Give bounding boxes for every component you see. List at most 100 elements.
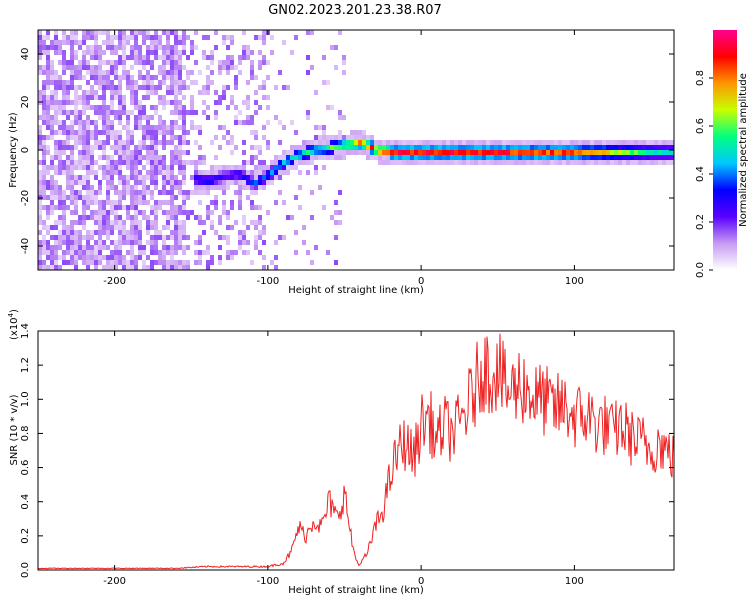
heatmap-cell [510,140,514,145]
heatmap-cell [202,85,206,90]
heatmap-cell [138,55,142,60]
heatmap-cell [114,265,118,270]
heatmap-cell [166,235,170,240]
heatmap-cell [554,155,558,160]
heatmap-cell [622,155,626,160]
heatmap-cell [94,120,98,125]
heatmap-cell [118,255,122,260]
heatmap-cell [454,150,458,155]
heatmap-cell [166,55,170,60]
heatmap-cell [70,175,74,180]
heatmap-cell [46,45,50,50]
heatmap-cell [78,60,82,65]
heatmap-cell [490,160,494,165]
heatmap-cell [266,140,270,145]
heatmap-cell [70,170,74,175]
heatmap-cell [122,150,126,155]
heatmap-cell [78,75,82,80]
heatmap-cell [130,185,134,190]
heatmap-cell [78,95,82,100]
heatmap-cell [94,220,98,225]
heatmap-cell [86,205,90,210]
heatmap-cell [54,140,58,145]
heatmap-cell [118,120,122,125]
heatmap-cell [134,50,138,55]
heatmap-cell [262,135,266,140]
heatmap-cell [130,175,134,180]
heatmap-cell [362,130,366,135]
heatmap-cell [154,175,158,180]
heatmap-cell [486,160,490,165]
heatmap-cell [58,45,62,50]
heatmap-cell [214,180,218,185]
heatmap-cell [138,120,142,125]
heatmap-cell [82,195,86,200]
heatmap-cell [42,170,46,175]
heatmap-cell [150,75,154,80]
snr-y-tick-label: 1.2 [20,357,31,373]
heatmap-cell [118,135,122,140]
heatmap-cell [374,145,378,150]
heatmap-cell [442,155,446,160]
heatmap-cell [166,265,170,270]
heatmap-cell [258,150,262,155]
heatmap-cell [550,150,554,155]
heatmap-cell [222,135,226,140]
heatmap-cell [70,50,74,55]
heatmap-cell [334,210,338,215]
heatmap-cell [150,140,154,145]
heatmap-cell [306,155,310,160]
heatmap-cell [322,130,326,135]
heatmap-cell [78,175,82,180]
heatmap-cell [86,170,90,175]
heatmap-cell [118,225,122,230]
heatmap-cell [42,265,46,270]
heatmap-cell [222,165,226,170]
heatmap-cell [170,215,174,220]
heatmap-cell [54,235,58,240]
heatmap-cell [130,45,134,50]
heatmap-cell [118,110,122,115]
heatmap-cell [198,255,202,260]
heatmap-cell [178,60,182,65]
heatmap-cell [238,245,242,250]
heatmap-cell [94,195,98,200]
spectrogram-y-tick-label: -40 [20,238,31,254]
heatmap-cell [42,50,46,55]
heatmap-cell [118,85,122,90]
heatmap-cell [290,215,294,220]
heatmap-cell [46,110,50,115]
heatmap-cell [338,190,342,195]
heatmap-cell [102,140,106,145]
heatmap-cell [634,155,638,160]
heatmap-cell [206,245,210,250]
heatmap-cell [626,155,630,160]
heatmap-cell [238,110,242,115]
heatmap-cell [134,255,138,260]
heatmap-cell [426,140,430,145]
heatmap-cell [618,160,622,165]
heatmap-cell [170,250,174,255]
heatmap-cell [382,160,386,165]
heatmap-cell [258,60,262,65]
heatmap-cell [74,115,78,120]
heatmap-cell [318,150,322,155]
heatmap-cell [610,145,614,150]
heatmap-cell [310,190,314,195]
heatmap-cell [346,150,350,155]
heatmap-cell [46,215,50,220]
heatmap-cell [134,160,138,165]
heatmap-cell [142,135,146,140]
heatmap-cell [150,155,154,160]
heatmap-cell [86,260,90,265]
heatmap-cell [42,195,46,200]
heatmap-cell [70,30,74,35]
heatmap-cell [138,50,142,55]
heatmap-cell [146,30,150,35]
heatmap-cell [110,185,114,190]
heatmap-cell [134,150,138,155]
heatmap-cell [362,150,366,155]
heatmap-cell [178,70,182,75]
heatmap-cell [166,225,170,230]
heatmap-cell [198,200,202,205]
